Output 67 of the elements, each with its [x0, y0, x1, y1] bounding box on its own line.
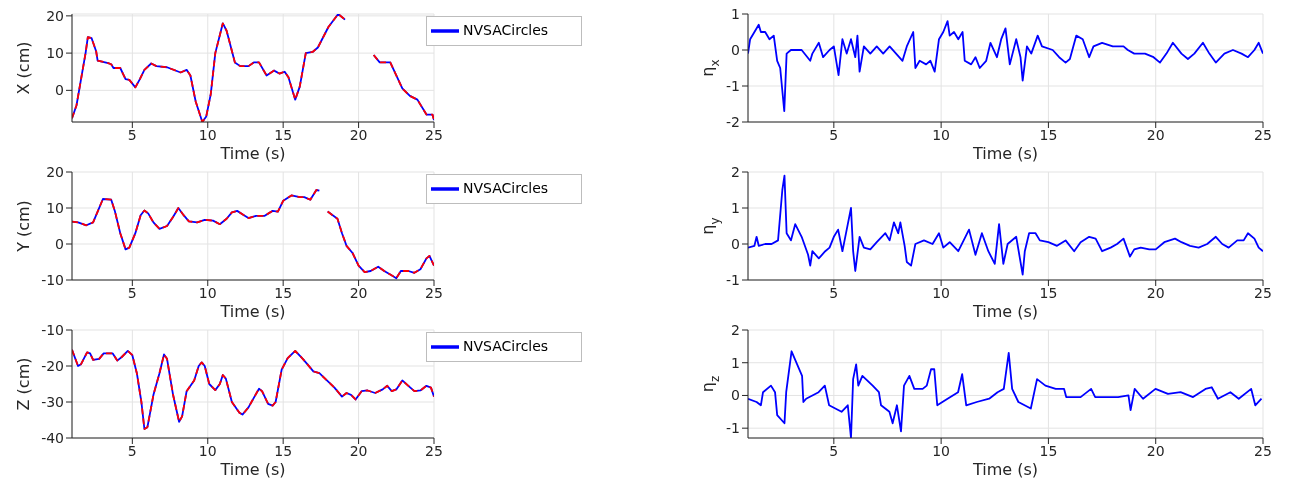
x-axis-title: Time (s)	[219, 302, 286, 321]
x-tick-label: 15	[274, 284, 293, 301]
y-tick-label: -10	[41, 321, 64, 338]
x-tick-label: 5	[127, 284, 137, 301]
x-tick-label: 20	[349, 126, 368, 143]
y-tick-label: -40	[41, 429, 64, 446]
x-tick-label: 5	[127, 442, 137, 459]
x-axis-title: Time (s)	[971, 144, 1039, 163]
x-tick-label: 15	[1039, 284, 1058, 301]
y-tick-label: 10	[46, 199, 64, 216]
x-tick-label: 15	[1039, 126, 1058, 143]
y-tick-label: 1	[731, 199, 740, 216]
x-tick-label: 10	[932, 126, 951, 143]
y-tick-label: -1	[726, 271, 740, 288]
x-tick-label: 5	[127, 126, 137, 143]
x-tick-label: 5	[829, 284, 839, 301]
x-tick-label: 10	[198, 284, 217, 301]
y-tick-label: 20	[46, 7, 64, 24]
x-tick-label: 10	[932, 442, 951, 459]
x-tick-label: 25	[425, 442, 443, 459]
x-axis-title: Time (s)	[971, 460, 1039, 479]
x-tick-label: 5	[829, 442, 839, 459]
x-tick-label: 25	[425, 284, 443, 301]
legend-label: NVSACircles	[463, 338, 549, 354]
y-tick-label: -20	[41, 357, 64, 374]
x-tick-label: 20	[1146, 126, 1165, 143]
y-tick-label: 2	[731, 163, 740, 180]
y-tick-label: -10	[41, 271, 64, 288]
y-tick-label: 0	[55, 235, 64, 252]
x-tick-label: 10	[198, 442, 217, 459]
x-tick-label: 25	[425, 126, 443, 143]
y-axis-title: Z (cm)	[13, 357, 33, 411]
y-tick-label: -2	[726, 113, 740, 130]
x-axis-title: Time (s)	[219, 460, 286, 479]
x-tick-label: 20	[349, 442, 368, 459]
x-tick-label: 15	[1039, 442, 1058, 459]
y-tick-label: 0	[731, 235, 740, 252]
y-tick-label: -1	[726, 77, 740, 94]
x-tick-label: 10	[932, 284, 951, 301]
y-axis-title: Y (cm)	[13, 200, 33, 253]
y-tick-label: 0	[55, 82, 64, 99]
x-tick-label: 5	[829, 126, 839, 143]
x-tick-label: 20	[1146, 442, 1165, 459]
x-tick-label: 15	[274, 126, 293, 143]
y-tick-label: -1	[726, 420, 740, 437]
y-tick-label: 0	[731, 387, 740, 404]
y-tick-label: 10	[46, 45, 64, 62]
x-tick-label: 20	[349, 284, 368, 301]
legend-label: NVSACircles	[463, 180, 549, 196]
y-tick-label: 2	[731, 321, 740, 338]
legend-label: NVSACircles	[463, 22, 549, 38]
y-tick-label: 0	[731, 41, 740, 58]
y-axis-title: X (cm)	[13, 41, 33, 95]
x-tick-label: 20	[1146, 284, 1165, 301]
line-series	[72, 348, 434, 430]
x-tick-label: 25	[1254, 442, 1272, 459]
x-axis-title: Time (s)	[219, 144, 286, 163]
y-tick-label: 20	[46, 163, 64, 180]
x-tick-label: 25	[1254, 284, 1272, 301]
y-tick-label: -30	[41, 393, 64, 410]
x-axis-title: Time (s)	[971, 302, 1039, 321]
line-series	[748, 20, 1263, 113]
x-tick-label: 15	[274, 442, 293, 459]
y-tick-label: 1	[731, 5, 740, 22]
y-tick-label: 1	[731, 354, 740, 371]
x-tick-label: 10	[198, 126, 217, 143]
x-tick-label: 25	[1254, 126, 1272, 143]
